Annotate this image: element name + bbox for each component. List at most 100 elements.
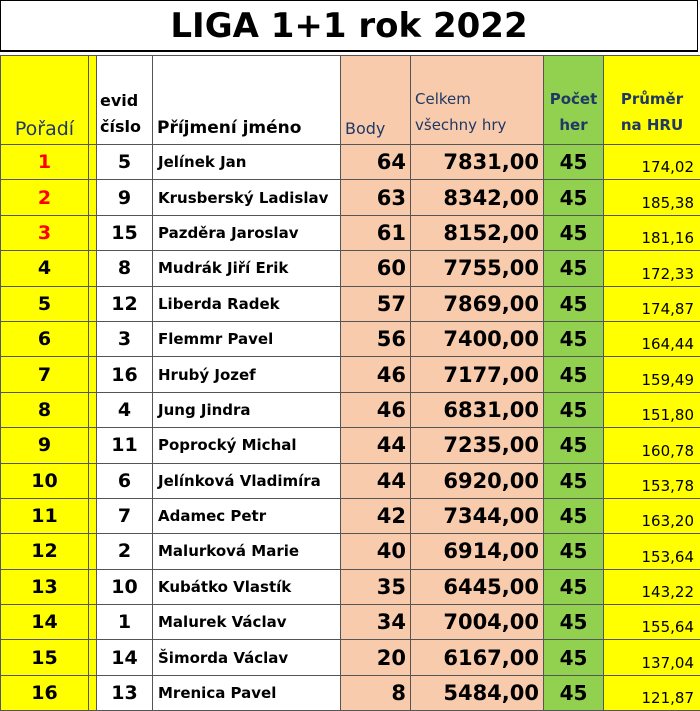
rank-cell: 3: [1, 215, 89, 250]
points-cell: 42: [341, 498, 411, 533]
column-separator: [89, 675, 97, 710]
column-separator: [89, 321, 97, 356]
average-cell: 153,64: [604, 534, 700, 569]
name-cell: Liberda Radek: [153, 286, 341, 321]
points-cell: 61: [341, 215, 411, 250]
header-count-line2: her: [544, 112, 603, 138]
evid-cell: 11: [97, 428, 153, 463]
average-cell: 159,49: [604, 357, 700, 392]
evid-cell: 14: [97, 640, 153, 675]
column-separator: [89, 534, 97, 569]
count-cell: 45: [544, 463, 604, 498]
count-cell: 45: [544, 640, 604, 675]
name-cell: Jung Jindra: [153, 392, 341, 427]
name-cell: Adamec Petr: [153, 498, 341, 533]
count-cell: 45: [544, 321, 604, 356]
rank-cell: 7: [1, 357, 89, 392]
column-separator: [89, 145, 97, 180]
rank-cell: 5: [1, 286, 89, 321]
header-name: Příjmení jméno: [153, 56, 341, 145]
name-cell: Krusberský Ladislav: [153, 180, 341, 215]
rank-cell: 1: [1, 145, 89, 180]
average-cell: 174,87: [604, 286, 700, 321]
evid-cell: 15: [97, 215, 153, 250]
count-cell: 45: [544, 675, 604, 710]
evid-cell: 12: [97, 286, 153, 321]
total-cell: 7344,00: [411, 498, 544, 533]
evid-cell: 13: [97, 675, 153, 710]
total-cell: 7004,00: [411, 605, 544, 640]
evid-cell: 2: [97, 534, 153, 569]
total-cell: 7400,00: [411, 321, 544, 356]
column-separator: [89, 463, 97, 498]
average-cell: 160,78: [604, 428, 700, 463]
name-cell: Hrubý Jozef: [153, 357, 341, 392]
name-cell: Mrenica Pavel: [153, 675, 341, 710]
rank-cell: 10: [1, 463, 89, 498]
total-cell: 6920,00: [411, 463, 544, 498]
rank-cell: 13: [1, 569, 89, 604]
total-cell: 7869,00: [411, 286, 544, 321]
name-cell: Malurek Václav: [153, 605, 341, 640]
points-cell: 60: [341, 251, 411, 286]
evid-cell: 5: [97, 145, 153, 180]
total-cell: 8152,00: [411, 215, 544, 250]
header-average: Průměr na HRU: [604, 56, 700, 145]
name-cell: Jelínková Vladimíra: [153, 463, 341, 498]
average-cell: 151,80: [604, 392, 700, 427]
rank-cell: 4: [1, 251, 89, 286]
column-separator: [89, 180, 97, 215]
evid-cell: 7: [97, 498, 153, 533]
count-cell: 45: [544, 392, 604, 427]
header-row: Pořadí evid číslo Příjmení jméno Body Ce…: [1, 56, 700, 145]
header-count: Počet her: [544, 56, 604, 145]
header-total-line1: Celkem: [415, 86, 543, 112]
evid-cell: 8: [97, 251, 153, 286]
name-cell: Jelínek Jan: [153, 145, 341, 180]
rank-cell: 8: [1, 392, 89, 427]
count-cell: 45: [544, 534, 604, 569]
points-cell: 64: [341, 145, 411, 180]
average-cell: 155,64: [604, 605, 700, 640]
count-cell: 45: [544, 251, 604, 286]
points-cell: 46: [341, 392, 411, 427]
header-points: Body: [341, 56, 411, 145]
evid-cell: 1: [97, 605, 153, 640]
column-separator: [89, 498, 97, 533]
average-cell: 164,44: [604, 321, 700, 356]
total-cell: 7235,00: [411, 428, 544, 463]
average-cell: 143,22: [604, 569, 700, 604]
header-evid: evid číslo: [97, 56, 153, 145]
name-cell: Poprocký Michal: [153, 428, 341, 463]
column-separator: [89, 392, 97, 427]
total-cell: 6167,00: [411, 640, 544, 675]
header-total: Celkem všechny hry: [411, 56, 544, 145]
average-cell: 181,16: [604, 215, 700, 250]
points-cell: 57: [341, 286, 411, 321]
count-cell: 45: [544, 215, 604, 250]
column-separator: [89, 569, 97, 604]
average-cell: 137,04: [604, 640, 700, 675]
total-cell: 7177,00: [411, 357, 544, 392]
column-separator: [89, 251, 97, 286]
count-cell: 45: [544, 428, 604, 463]
points-cell: 34: [341, 605, 411, 640]
name-cell: Mudrák Jiří Erik: [153, 251, 341, 286]
total-cell: 6445,00: [411, 569, 544, 604]
average-cell: 121,87: [604, 675, 700, 710]
average-cell: 153,78: [604, 463, 700, 498]
name-cell: Kubátko Vlastík: [153, 569, 341, 604]
total-cell: 7755,00: [411, 251, 544, 286]
points-cell: 8: [341, 675, 411, 710]
name-cell: Šimorda Václav: [153, 640, 341, 675]
